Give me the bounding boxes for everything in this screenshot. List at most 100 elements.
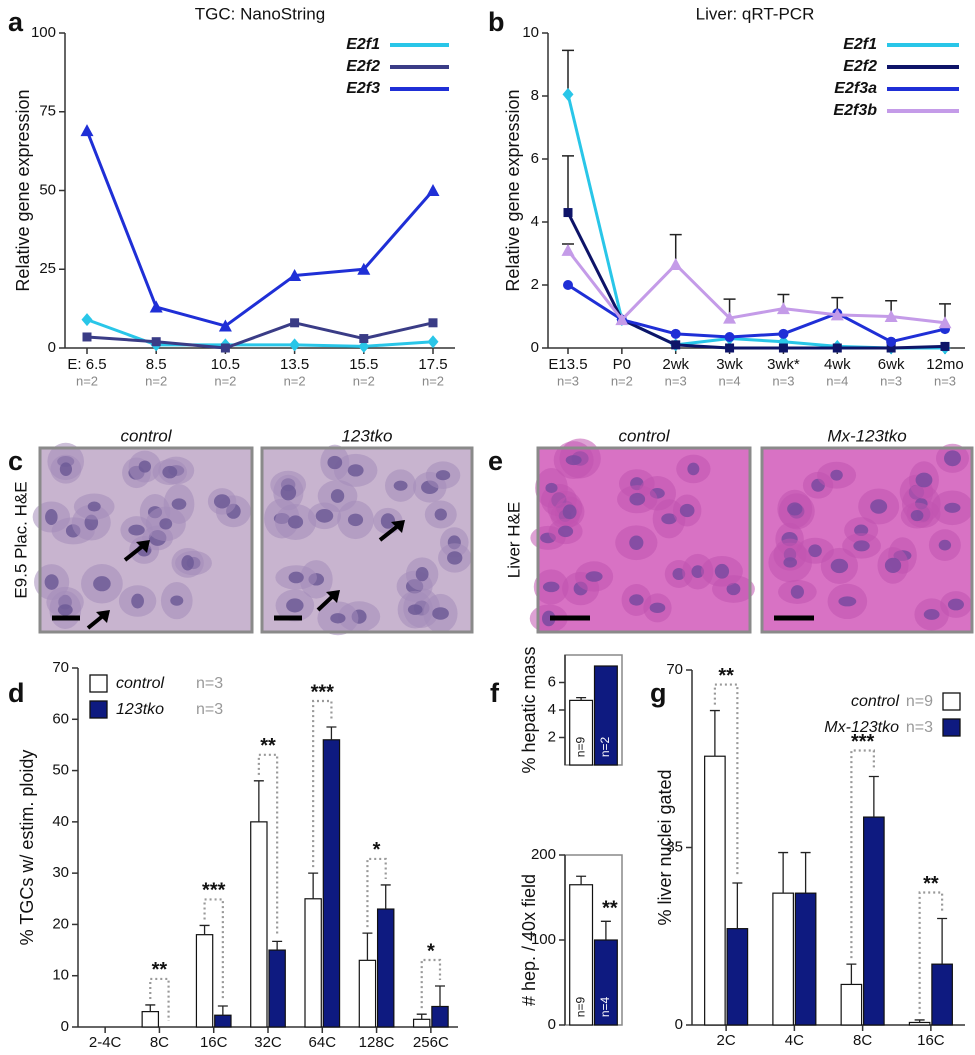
nucleus: [288, 571, 304, 584]
image-border: [760, 446, 974, 634]
marker: [938, 316, 952, 329]
nucleus: [853, 540, 870, 552]
error-bar: [562, 49, 574, 95]
significance-bracket: [366, 857, 387, 928]
arrow: [316, 593, 336, 612]
nucleus: [327, 455, 343, 470]
significance-bracket: [203, 898, 224, 1000]
x-tick-label: 17.5: [418, 356, 447, 373]
nucleus: [687, 462, 700, 476]
nucleus: [434, 508, 447, 521]
arrow-head: [136, 540, 150, 553]
marker: [561, 243, 575, 256]
error-bar: [709, 709, 720, 757]
y-tick-label: 75: [39, 103, 56, 120]
x-tick-label: 3wk: [716, 356, 743, 373]
nucleus: [629, 594, 644, 606]
nucleus: [790, 585, 804, 599]
arrow-head: [391, 520, 405, 533]
marker: [426, 184, 440, 196]
bar-label: n=9: [573, 996, 587, 1017]
error-bar: [576, 696, 587, 701]
image-border: [260, 446, 474, 634]
marker: [357, 262, 371, 275]
marker: [669, 258, 683, 271]
y-axis-label: % TGCs w/ estim. ploidy: [17, 750, 37, 946]
nucleus: [542, 581, 560, 593]
y-tick-label: 8: [531, 87, 539, 104]
y-tick-label: 0: [548, 1016, 556, 1033]
marker: [886, 343, 896, 353]
marker: [725, 343, 735, 353]
x-sublabel: n=3: [934, 373, 956, 388]
nucleus: [672, 568, 686, 580]
error-bar: [435, 985, 445, 1007]
marker: [289, 338, 301, 352]
error-bar: [145, 1004, 156, 1012]
significance-bracket: [420, 958, 442, 1009]
x-tick-label: 16C: [917, 1032, 945, 1049]
significance: ***: [202, 880, 226, 902]
y-tick-label: 6: [548, 673, 556, 690]
x-sublabel: n=2: [353, 373, 375, 388]
error-bar: [937, 917, 948, 965]
bar-label: n=9: [573, 736, 587, 757]
significance: *: [373, 839, 381, 861]
significance-bracket: [713, 683, 739, 877]
nucleus: [787, 502, 803, 516]
marker: [359, 334, 369, 344]
marker: [724, 331, 735, 342]
nucleus: [213, 494, 231, 509]
y-axis-label: % liver nuclei gated: [655, 769, 675, 925]
nucleus: [691, 565, 705, 579]
significance-bracket: [850, 749, 875, 959]
bar: [304, 898, 322, 1028]
marker: [671, 340, 681, 350]
series-line: [86, 318, 434, 348]
nucleus: [808, 544, 822, 558]
x-tick-label: 6wk: [878, 356, 905, 373]
bar: [376, 908, 395, 1028]
x-tick-label: 15.5: [349, 356, 378, 373]
y-tick-label: 200: [531, 846, 556, 863]
y-tick-label: 20: [52, 915, 69, 932]
bar-label: n=4: [598, 996, 612, 1017]
y-tick-label: 0: [61, 1018, 69, 1035]
arrow-head: [326, 590, 340, 603]
nucleus: [93, 576, 111, 592]
legend-label: control: [851, 693, 899, 710]
significance: ***: [851, 731, 875, 753]
nucleus: [714, 563, 730, 579]
marker: [428, 318, 438, 328]
bar: [840, 983, 863, 1026]
nucleus: [661, 513, 677, 525]
x-sublabel: n=3: [557, 373, 579, 388]
error-bar: [778, 851, 789, 894]
nucleus: [407, 604, 423, 615]
significance: **: [718, 665, 734, 687]
nucleus: [629, 535, 644, 550]
nucleus: [565, 455, 582, 466]
significance: ***: [311, 681, 335, 703]
legend-label: E2f3b: [833, 102, 877, 119]
x-tick-label: 2C: [717, 1032, 736, 1049]
y-tick-label: 0: [531, 339, 539, 356]
marker: [884, 310, 898, 322]
x-tick-label: P0: [613, 356, 631, 373]
panel-label: f: [490, 678, 500, 708]
x-tick-label: 8.5: [146, 356, 167, 373]
legend-swatch: [89, 700, 108, 719]
image-border: [536, 446, 752, 634]
y-axis-label: Relative gene expression: [503, 89, 523, 291]
chart-title: Liver: qRT-PCR: [696, 4, 815, 23]
x-tick-label: 10.5: [211, 356, 240, 373]
nucleus: [910, 510, 924, 522]
x-tick-label: 128C: [359, 1034, 395, 1050]
marker: [149, 300, 163, 313]
x-tick-label: 4C: [785, 1032, 804, 1049]
image-border: [38, 446, 254, 634]
error-bar: [217, 1005, 228, 1016]
marker: [615, 313, 629, 326]
marker: [563, 208, 573, 218]
x-tick-label: 64C: [309, 1034, 337, 1050]
